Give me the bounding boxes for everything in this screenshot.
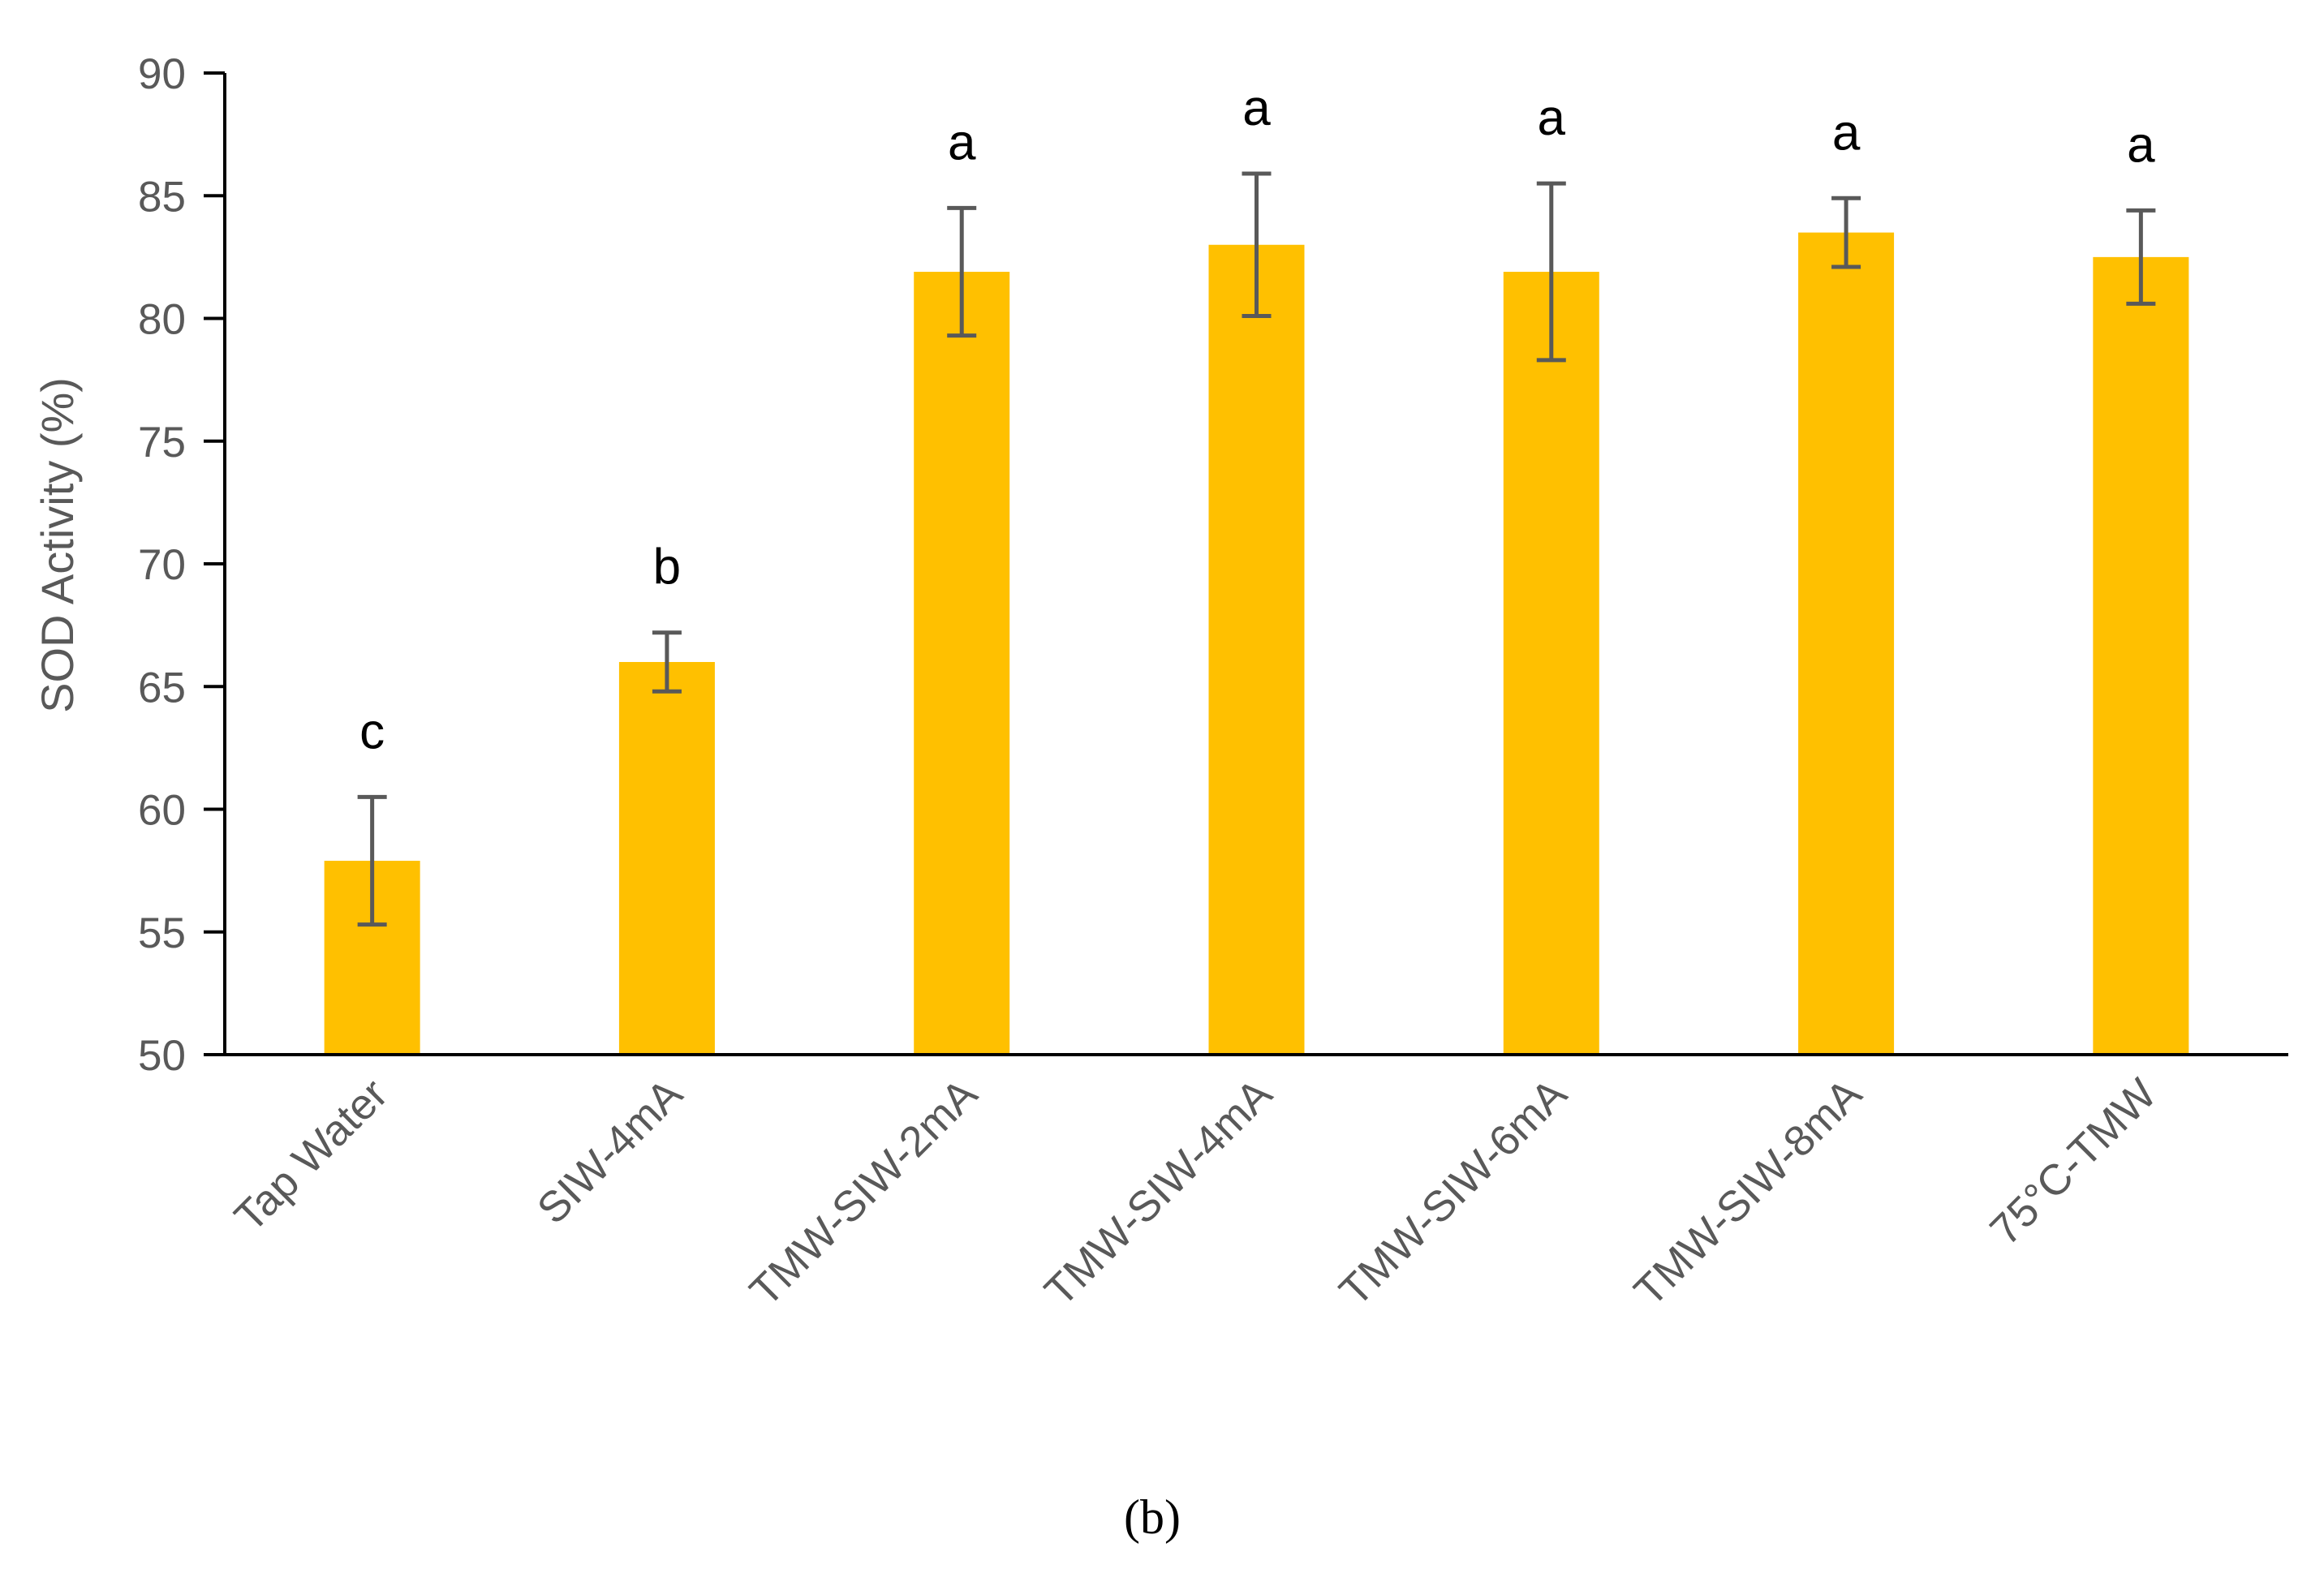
x-tick-label-2: SIW-4mA bbox=[528, 1069, 692, 1233]
y-tick-label-75: 75 bbox=[138, 419, 186, 466]
significance-letter-6: a bbox=[1832, 105, 1861, 161]
y-tick-label-60: 60 bbox=[138, 787, 186, 835]
significance-letter-5: a bbox=[1538, 90, 1566, 146]
x-tick-label-4: TMW-SIW-4mA bbox=[1035, 1069, 1281, 1315]
y-tick-label-85: 85 bbox=[138, 173, 186, 221]
significance-letter-2: b bbox=[653, 539, 681, 595]
bars-layer bbox=[324, 232, 2189, 1055]
y-tick-label-80: 80 bbox=[138, 296, 186, 344]
y-tick-label-90: 90 bbox=[138, 50, 186, 98]
error-bars-layer bbox=[357, 171, 2156, 927]
bar-3 bbox=[914, 272, 1010, 1055]
x-tick-label-6: TMW-SIW-8mA bbox=[1625, 1069, 1871, 1315]
y-axis-title: SOD Activity (%) bbox=[32, 377, 83, 713]
y-tick-label-55: 55 bbox=[138, 909, 186, 957]
x-tick-label-7: 75°C-TMW bbox=[1981, 1070, 2165, 1254]
bar-2 bbox=[618, 662, 715, 1055]
x-tick-label-1: Tap Water bbox=[226, 1070, 397, 1241]
y-tick-label-50: 50 bbox=[138, 1032, 186, 1080]
significance-letter-7: a bbox=[2127, 117, 2155, 173]
bar-7 bbox=[2093, 256, 2189, 1055]
axes-layer bbox=[204, 71, 2288, 1056]
x-tick-label-3: TMW-SIW-2mA bbox=[741, 1069, 987, 1315]
significance-letter-3: a bbox=[948, 114, 976, 170]
significance-letter-1: c bbox=[359, 703, 385, 759]
bar-4 bbox=[1208, 244, 1305, 1055]
bar-6 bbox=[1798, 232, 1895, 1055]
significance-letter-4: a bbox=[1242, 80, 1271, 136]
bar-5 bbox=[1503, 272, 1599, 1055]
y-tick-label-70: 70 bbox=[138, 541, 186, 589]
panel-label: (b) bbox=[1124, 1490, 1181, 1544]
x-tick-label-5: TMW-SIW-6mA bbox=[1331, 1069, 1577, 1315]
y-tick-label-65: 65 bbox=[138, 664, 186, 711]
